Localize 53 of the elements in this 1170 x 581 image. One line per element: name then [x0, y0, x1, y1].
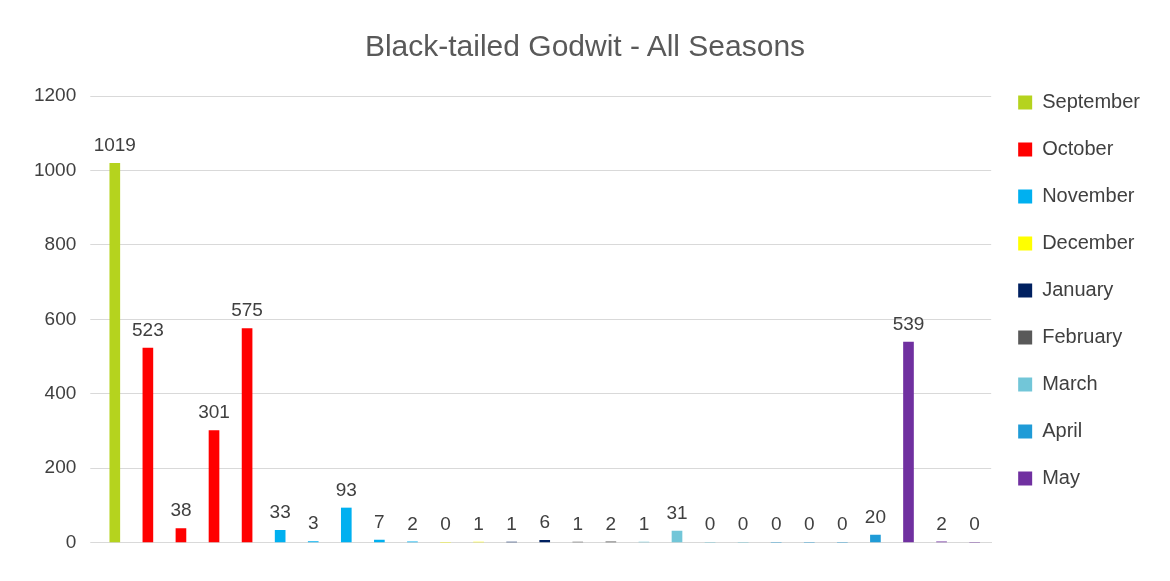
y-tick-label: 600	[44, 307, 77, 329]
legend-label: January	[1042, 278, 1114, 301]
legend-label: September	[1042, 90, 1141, 113]
data-label: 6	[539, 511, 551, 533]
legend-label: October	[1042, 137, 1114, 160]
legend-label: February	[1042, 325, 1123, 348]
y-tick-label: 200	[44, 456, 77, 478]
data-label: 2	[605, 512, 617, 534]
data-label: 0	[440, 513, 451, 535]
data-label: 1	[506, 512, 517, 534]
data-label: 0	[770, 513, 782, 535]
data-label: 0	[969, 513, 980, 535]
y-tick-label: 800	[44, 233, 77, 255]
legend-label: March	[1042, 372, 1098, 395]
data-label: 301	[198, 401, 230, 423]
chart-title: Black-tailed Godwit - All Seasons	[364, 29, 806, 63]
bar	[109, 163, 121, 543]
data-label: 1019	[93, 134, 136, 156]
bar	[274, 529, 286, 543]
y-tick-label: 1200	[33, 84, 77, 106]
bar	[142, 347, 154, 543]
bar	[175, 528, 187, 543]
data-label: 523	[132, 318, 164, 340]
legend-label: December	[1042, 231, 1135, 254]
data-label: 0	[803, 513, 815, 535]
bar	[340, 507, 352, 543]
legend-label: November	[1042, 184, 1135, 207]
y-tick-label: 400	[44, 381, 77, 403]
data-label: 1	[638, 512, 650, 534]
bar	[208, 430, 220, 543]
data-label: 2	[936, 512, 947, 534]
data-label: 0	[704, 513, 716, 535]
data-label: 1	[473, 512, 484, 534]
bar	[870, 534, 881, 543]
data-label: 0	[737, 513, 749, 535]
data-label: 7	[374, 510, 385, 532]
data-label: 0	[837, 513, 848, 535]
data-label: 33	[269, 501, 291, 523]
legend-label: May	[1042, 466, 1080, 489]
data-label: 93	[335, 478, 357, 500]
data-label: 1	[572, 512, 584, 534]
bar	[241, 328, 253, 543]
bar	[903, 341, 914, 543]
data-label: 575	[231, 299, 263, 321]
data-label: 20	[864, 505, 886, 527]
y-tick-label: 0	[65, 530, 77, 552]
legend-label: April	[1042, 419, 1083, 442]
y-tick-label: 1000	[33, 158, 77, 180]
data-label: 2	[407, 512, 418, 534]
data-label: 31	[666, 501, 688, 523]
data-label: 38	[170, 499, 192, 521]
data-label: 3	[307, 512, 319, 534]
data-label: 539	[892, 312, 925, 334]
